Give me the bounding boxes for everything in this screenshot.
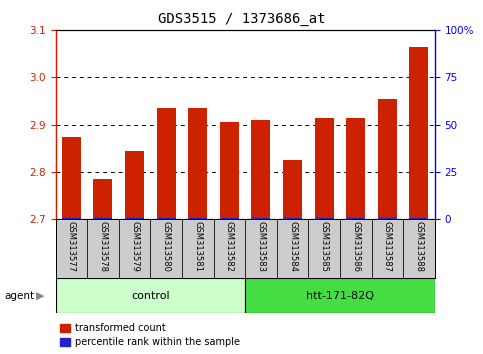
Bar: [125, 218, 144, 219]
Bar: [245, 219, 277, 278]
Text: GSM313578: GSM313578: [99, 221, 107, 272]
Text: GSM313580: GSM313580: [162, 221, 170, 272]
Text: control: control: [131, 291, 170, 301]
Text: htt-171-82Q: htt-171-82Q: [306, 291, 374, 301]
Text: GSM313583: GSM313583: [256, 221, 266, 272]
Bar: [62, 218, 81, 219]
Bar: [150, 219, 182, 278]
Bar: [182, 219, 213, 278]
Text: GSM313579: GSM313579: [130, 221, 139, 272]
Text: GSM313585: GSM313585: [320, 221, 328, 272]
Bar: [213, 219, 245, 278]
Bar: [252, 218, 270, 219]
Bar: [87, 219, 119, 278]
Bar: [125, 151, 144, 219]
Text: GSM313588: GSM313588: [414, 221, 424, 272]
Bar: [245, 278, 435, 313]
Bar: [94, 218, 113, 219]
Bar: [119, 219, 150, 278]
Bar: [346, 218, 365, 219]
Bar: [56, 278, 245, 313]
Bar: [220, 122, 239, 219]
Bar: [252, 120, 270, 219]
Text: ▶: ▶: [36, 291, 45, 301]
Legend: transformed count, percentile rank within the sample: transformed count, percentile rank withi…: [60, 324, 240, 347]
Text: GSM313582: GSM313582: [225, 221, 234, 272]
Text: GDS3515 / 1373686_at: GDS3515 / 1373686_at: [158, 12, 325, 27]
Bar: [188, 108, 207, 219]
Bar: [410, 218, 428, 219]
Bar: [188, 218, 207, 219]
Bar: [371, 219, 403, 278]
Bar: [156, 108, 176, 219]
Bar: [314, 118, 334, 219]
Bar: [220, 218, 239, 219]
Text: agent: agent: [5, 291, 35, 301]
Text: GSM313584: GSM313584: [288, 221, 297, 272]
Bar: [410, 47, 428, 219]
Text: GSM313581: GSM313581: [193, 221, 202, 272]
Text: GSM313586: GSM313586: [351, 221, 360, 272]
Bar: [340, 219, 371, 278]
Bar: [403, 219, 435, 278]
Bar: [308, 219, 340, 278]
Bar: [277, 219, 308, 278]
Bar: [56, 219, 87, 278]
Bar: [378, 99, 397, 219]
Text: GSM313577: GSM313577: [67, 221, 76, 272]
Bar: [346, 118, 365, 219]
Text: GSM313587: GSM313587: [383, 221, 392, 272]
Bar: [94, 179, 113, 219]
Bar: [283, 218, 302, 219]
Bar: [314, 218, 334, 219]
Bar: [283, 160, 302, 219]
Bar: [62, 137, 81, 219]
Bar: [378, 218, 397, 219]
Bar: [156, 218, 176, 219]
